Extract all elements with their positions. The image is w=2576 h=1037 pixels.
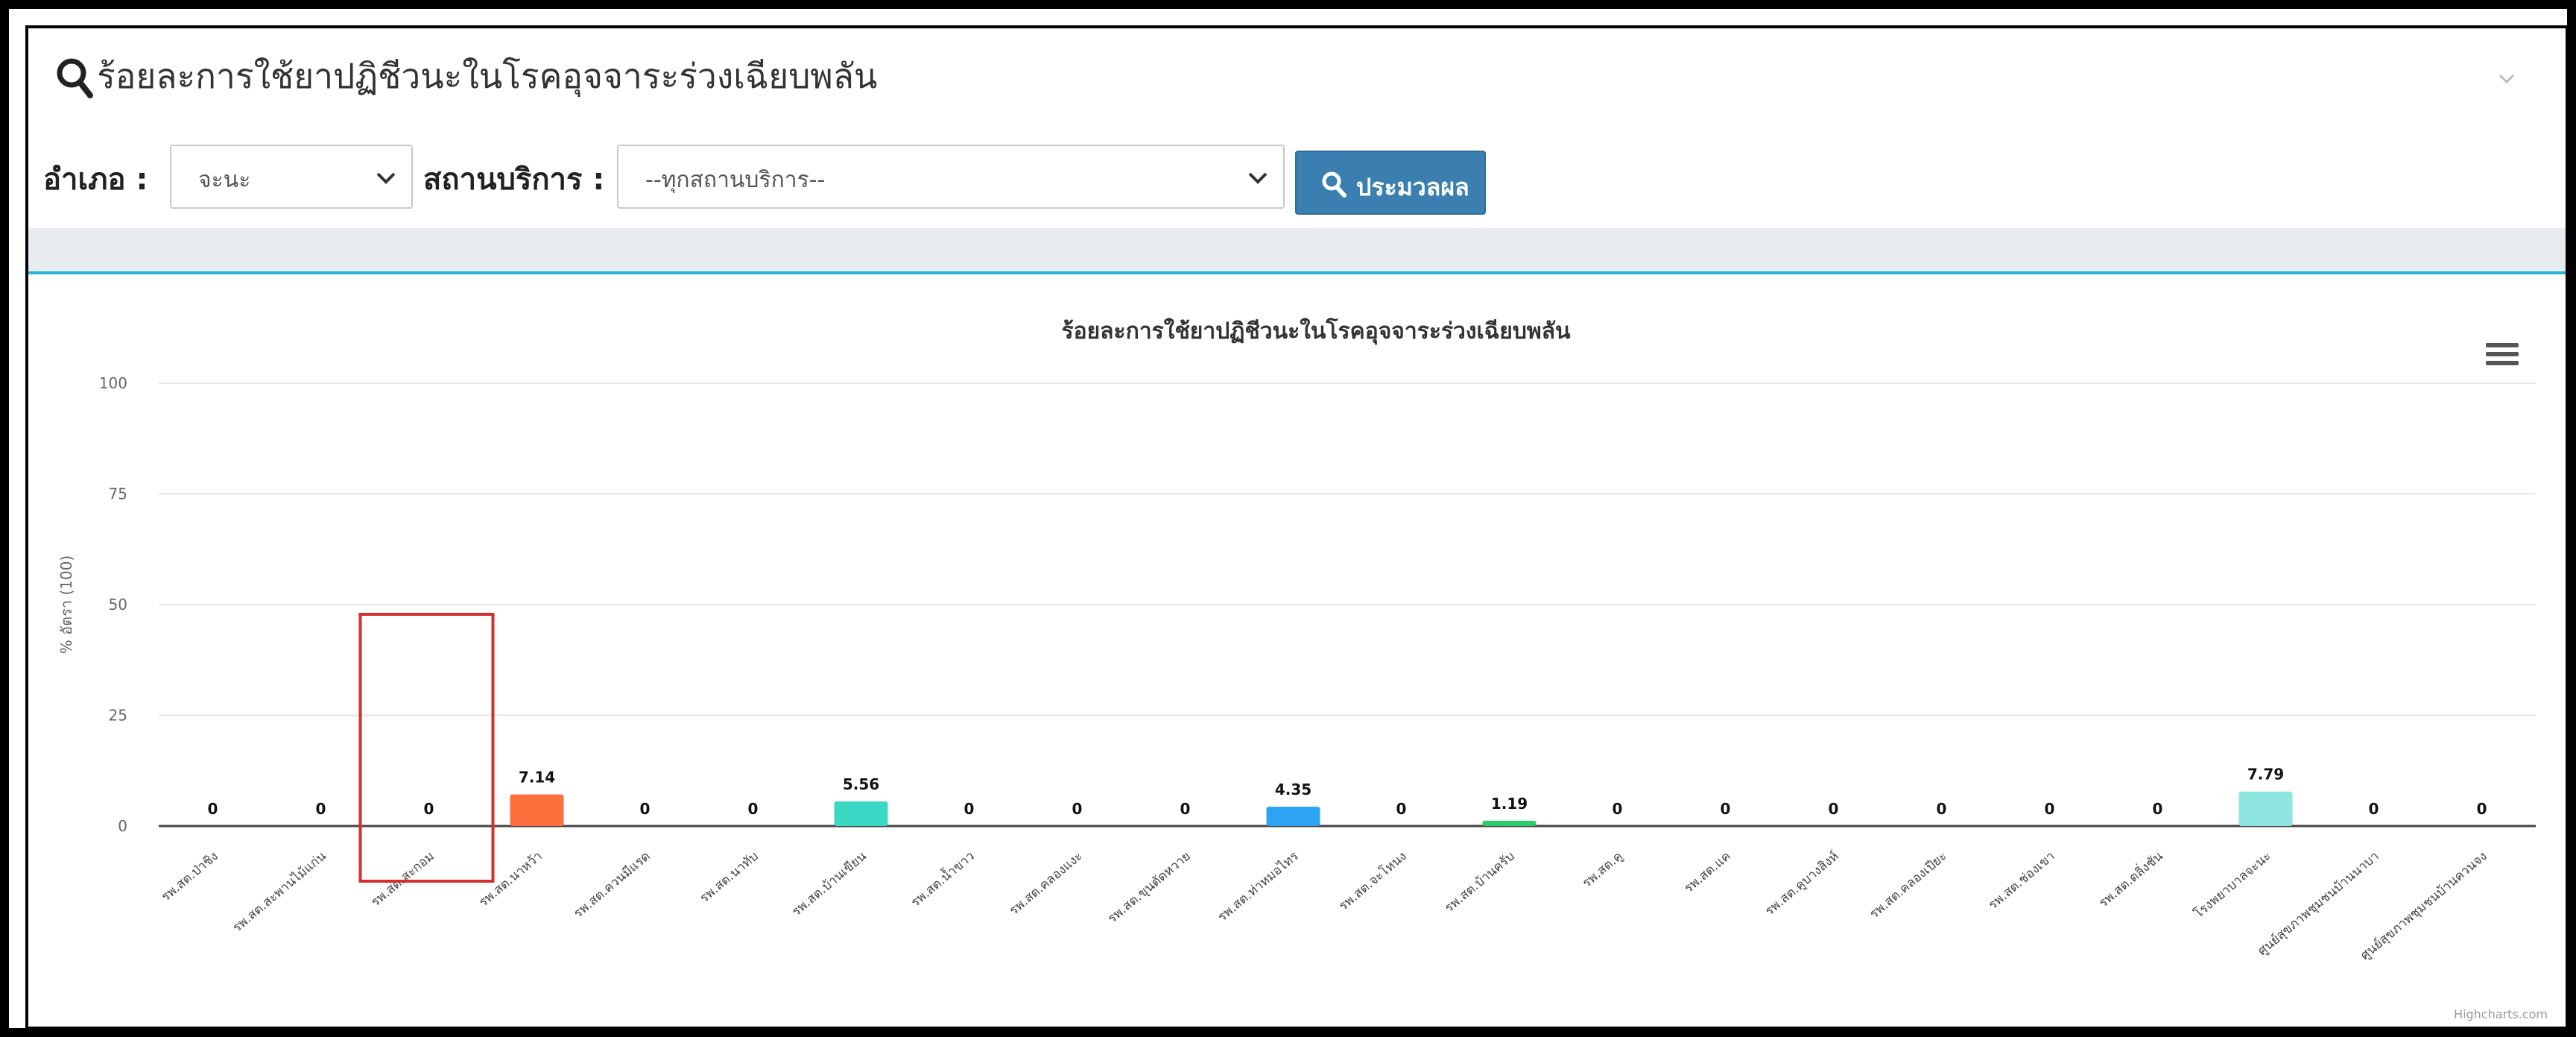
data-label: 0 [640,800,651,818]
x-tick-label: รพ.สต.น้ำขาว [907,847,978,910]
bar[interactable] [510,794,564,826]
service-select-value: --ทุกสถานบริการ-- [645,167,826,193]
data-label: 0 [2369,800,2379,818]
data-label: 1.19 [1491,795,1528,813]
y-tick-label: 25 [109,707,127,725]
process-button-label: ประมวลผล [1356,173,1469,201]
service-label: สถานบริการ : [423,163,605,197]
x-tick-label: รพ.สต.สะพานไม้แก่น [230,848,329,936]
chevron-down-icon[interactable] [2496,67,2518,89]
service-select[interactable]: --ทุกสถานบริการ-- [617,145,1285,209]
results-divider [28,228,2566,274]
x-tick-label: รพ.สต.บ้านครับ [1442,849,1518,916]
data-label: 0 [316,800,326,818]
data-label: 0 [1937,800,1947,818]
bar[interactable] [1482,820,1537,826]
x-tick-label: รพ.สต.ท่าหมอไทร [1215,848,1302,925]
y-tick-label: 100 [99,374,127,392]
x-tick-label: โรงพยาบาลจะนะ [2191,848,2273,921]
x-tick-label: รพ.สต.คลองแงะ [1007,849,1086,918]
data-label: 0 [1613,800,1623,818]
bar-chart: ร้อยละการใช้ยาปฏิชีวนะในโรคอุจจาระร่วงเฉ… [57,317,2536,964]
x-tick-label: รพ.สต.ช่องเขา [1986,849,2058,913]
bar[interactable] [1266,807,1320,826]
x-tick-label: รพ.สต.นาทับ [697,849,762,907]
data-label: 7.14 [519,769,555,787]
data-label: 0 [1396,800,1407,818]
chevron-down-icon [376,172,396,184]
report-panel: ร้อยละการใช้ยาปฏิชีวนะในโรคอุจจาระร่วงเฉ… [25,25,2569,1030]
data-label: 0 [1180,800,1191,818]
x-tick-label: รพ.สต.คู [1580,849,1626,891]
x-tick-label: รพ.สต.ควนมีแรด [571,849,653,921]
x-tick-label: ศูนย์สุขภาพชุมชนบ้านควนจง [2358,849,2490,964]
chart-container: ร้อยละการใช้ยาปฏิชีวนะในโรคอุจจาระร่วงเฉ… [28,274,2566,1027]
process-button[interactable]: ประมวลผล [1295,151,1486,215]
search-icon [57,58,93,98]
hamburger-menu-icon[interactable] [2486,343,2519,365]
x-tick-label: รพ.สต.แค [1681,849,1733,896]
panel-header: ร้อยละการใช้ยาปฏิชีวนะในโรคอุจจาระร่วงเฉ… [28,28,2566,127]
data-label: 7.79 [2247,766,2284,784]
data-label: 0 [208,800,218,818]
district-select-value: จะนะ [198,167,251,193]
x-tick-label: รพ.สต.ขุนตัดหวาย [1105,849,1194,927]
y-tick-label: 75 [109,485,127,503]
data-label: 0 [964,800,975,818]
x-tick-label: รพ.สต.ป่าชิง [159,849,221,905]
data-label: 0 [1721,800,1731,818]
x-tick-label: รพ.สต.สะกอม [368,849,437,910]
data-label: 0 [2477,800,2487,818]
chart-title: ร้อยละการใช้ยาปฏิชีวนะในโรคอุจจาระร่วงเฉ… [1061,317,1571,345]
chart-credits[interactable]: Highcharts.com [2454,1007,2548,1021]
panel-title: ร้อยละการใช้ยาปฏิชีวนะในโรคอุจจาระร่วงเฉ… [97,56,878,96]
x-tick-label: รพ.สต.คูบางสิงห์ [1762,849,1842,919]
x-tick-label: ศูนย์สุขภาพชุมชนบ้านนาบา [2255,849,2382,959]
search-icon [1322,171,1346,198]
chevron-down-icon [1248,172,1268,184]
x-tick-label: รพ.สต.บ้านเขียน [789,848,870,919]
x-tick-label: รพ.สต.คลองเปียะ [1867,849,1949,922]
filter-bar: อำเภอ : จะนะ สถานบริการ : --ทุกสถานบริกา… [28,125,2566,230]
y-axis-label: % อัตรา (100) [57,555,75,654]
data-label: 4.35 [1275,781,1311,798]
data-label: 5.56 [843,775,879,793]
highlight-box [358,613,495,883]
bar[interactable] [2238,791,2293,826]
district-select[interactable]: จะนะ [170,145,413,209]
y-tick-label: 0 [118,817,127,835]
data-label: 0 [1072,800,1083,818]
bar[interactable] [834,801,888,826]
x-tick-label: รพ.สต.จะโหนง [1335,848,1409,914]
data-label: 0 [1829,800,1839,818]
data-label: 0 [2153,800,2163,818]
data-label: 0 [424,800,434,818]
y-tick-label: 50 [109,596,127,614]
data-label: 0 [748,800,759,818]
district-label: อำเภอ : [43,163,148,197]
x-tick-label: รพ.สต.นาหว้า [476,849,545,910]
data-label: 0 [2045,800,2055,818]
x-tick-label: รพ.สต.ตลิ่งชัน [2095,847,2166,911]
